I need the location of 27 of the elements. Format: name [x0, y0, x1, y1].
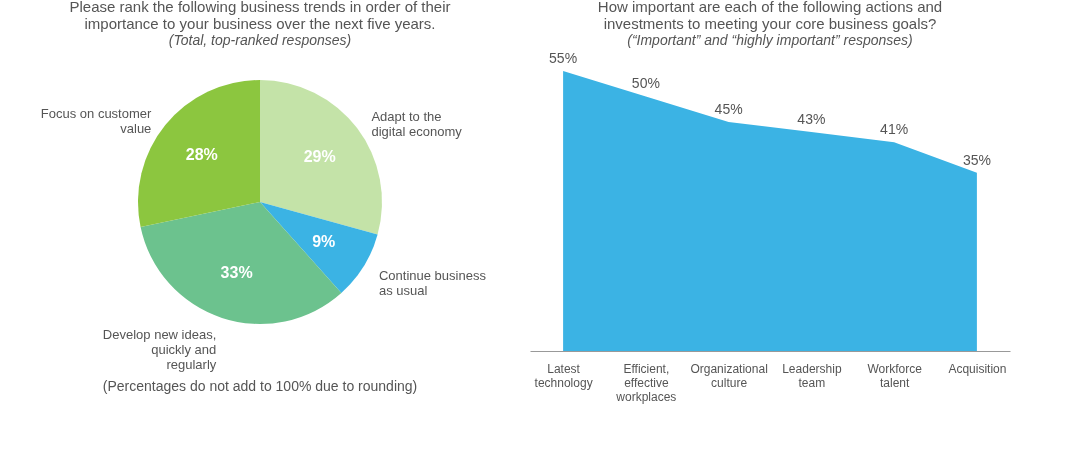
x-tick-label: Acquisition — [948, 361, 1007, 376]
slice-label: Adapt to the digital economy — [371, 109, 463, 140]
x-tick-label: Leadership team — [782, 361, 842, 390]
chart-subtitle: (“Important” and “highly important” responses) — [627, 32, 913, 48]
data-label: 9% — [312, 232, 336, 250]
x-tick-label: Latest technology — [534, 361, 593, 390]
data-label: 45% — [714, 100, 743, 117]
chart-title: Please rank the following business trends in order of their importance to your business over the next five years. — [69, 0, 451, 32]
slice-label: Focus on customer value — [40, 105, 153, 136]
data-label: 50% — [631, 75, 660, 92]
data-label: 55% — [549, 50, 578, 66]
data-label: 29% — [303, 147, 336, 165]
data-label: 28% — [185, 145, 218, 163]
slice-label: Continue business as usual — [378, 267, 487, 298]
chart-subtitle: (Total, top-ranked responses) — [168, 32, 352, 48]
pie-slice — [260, 202, 378, 293]
data-label: 41% — [880, 121, 909, 138]
text: (Percentages do not add to 100% due to rounding) — [102, 378, 418, 394]
slice-label: Develop new ideas, quickly and regularly — [102, 327, 217, 373]
x-tick-label: Efficient, effective workplaces — [615, 361, 677, 404]
x-tick-label: Workforce talent — [867, 361, 923, 390]
data-label: 35% — [962, 151, 991, 168]
x-tick-label: Organizational culture — [690, 361, 768, 390]
pie-slice — [140, 202, 342, 324]
data-label: 33% — [220, 264, 253, 282]
data-label: 43% — [797, 111, 826, 128]
chart-title: How important are each of the following actions and investments to meeting your core business goals? — [597, 0, 943, 32]
